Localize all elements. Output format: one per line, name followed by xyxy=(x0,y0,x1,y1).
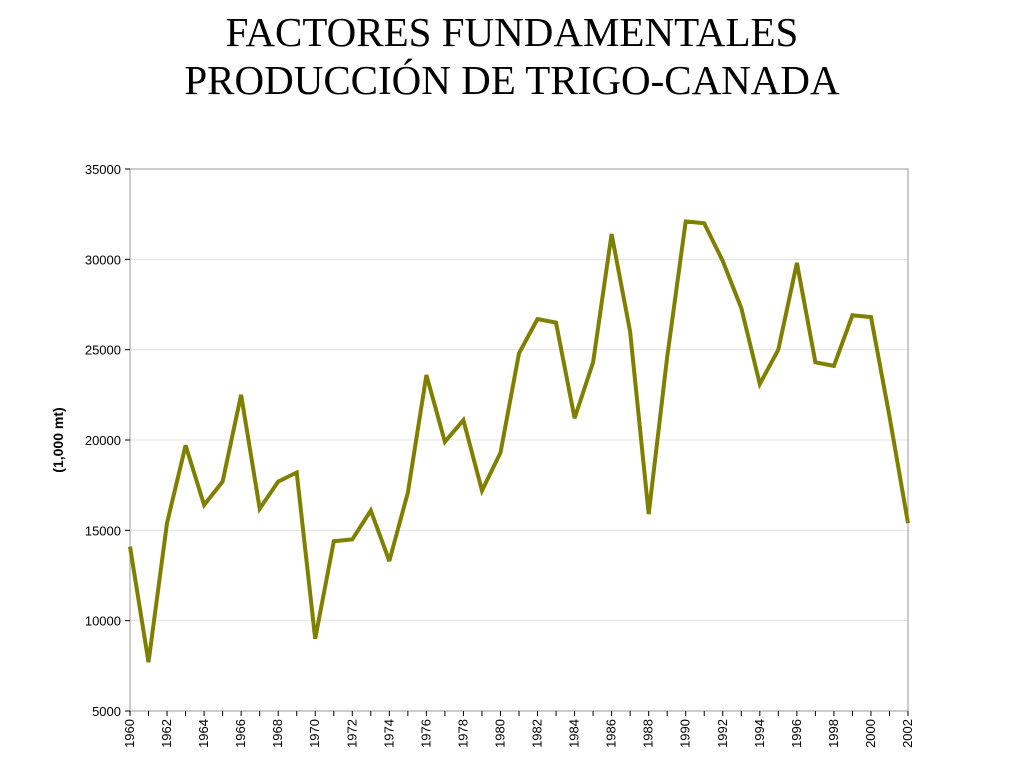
title-line-2: PRODUCCIÓN DE TRIGO-CANADA xyxy=(184,57,840,103)
x-tick-label: 1966 xyxy=(233,719,248,748)
x-tick-label: 2002 xyxy=(900,719,915,748)
x-tick-label: 1984 xyxy=(567,719,582,748)
x-tick-label: 1970 xyxy=(307,719,322,748)
slide-title: FACTORES FUNDAMENTALES PRODUCCIÓN DE TRI… xyxy=(0,8,1024,104)
y-axis-title: (1,000 mt) xyxy=(50,407,66,472)
x-tick-label: 1982 xyxy=(530,719,545,748)
x-tick-label: 1986 xyxy=(604,719,619,748)
y-tick-label: 15000 xyxy=(85,523,121,538)
y-tick-label: 20000 xyxy=(85,433,121,448)
x-tick-label: 1998 xyxy=(826,719,841,748)
title-line-1: FACTORES FUNDAMENTALES xyxy=(225,9,799,55)
x-tick-label: 1996 xyxy=(789,719,804,748)
x-tick-label: 1976 xyxy=(418,719,433,748)
series-line xyxy=(128,219,910,663)
x-tick-label: 1990 xyxy=(678,719,693,748)
x-tick-label: 1964 xyxy=(196,719,211,748)
x-tick-label: 2000 xyxy=(863,719,878,748)
y-tick-label: 30000 xyxy=(85,252,121,267)
y-tick-label: 10000 xyxy=(85,614,121,629)
x-tick-label: 1994 xyxy=(752,719,767,748)
y-tick-label: 35000 xyxy=(85,162,121,177)
x-tick-label: 1978 xyxy=(455,719,470,748)
x-tick-label: 1992 xyxy=(715,719,730,748)
y-tick-label: 25000 xyxy=(85,343,121,358)
y-tick-label: 5000 xyxy=(92,704,121,719)
x-tick-label: 1988 xyxy=(641,719,656,748)
x-tick-label: 1960 xyxy=(122,719,137,748)
x-tick-label: 1968 xyxy=(270,719,285,748)
x-tick-label: 1980 xyxy=(492,719,507,748)
x-tick-label: 1974 xyxy=(381,719,396,748)
x-tick-label: 1972 xyxy=(344,719,359,748)
x-tick-label: 1962 xyxy=(159,719,174,748)
